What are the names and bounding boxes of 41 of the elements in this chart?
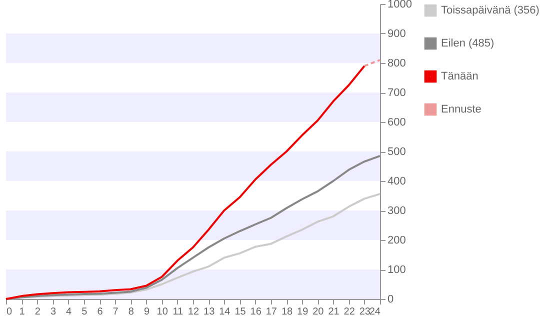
y-tick-label: 1000 bbox=[388, 0, 412, 10]
x-tick-label: 16 bbox=[250, 306, 262, 318]
legend-label: Toissapäivänä (356) bbox=[441, 4, 540, 16]
y-tick-label: 400 bbox=[388, 176, 406, 188]
y-tick-label: 300 bbox=[388, 205, 406, 217]
x-tick-label: 15 bbox=[234, 306, 246, 318]
x-tick-label: 6 bbox=[97, 306, 104, 318]
x-tick-label: 8 bbox=[128, 306, 134, 318]
x-tick-label: 13 bbox=[204, 306, 216, 318]
y-tick-label: 800 bbox=[388, 58, 406, 70]
y-tick-label: 900 bbox=[388, 28, 406, 40]
x-tick-label: 22 bbox=[344, 306, 356, 318]
y-tick-label: 0 bbox=[388, 294, 394, 306]
x-tick-label: 20 bbox=[312, 306, 324, 318]
x-tick-label: 24 bbox=[369, 306, 381, 318]
legend-label: Tänään bbox=[441, 70, 478, 82]
x-tick-label: 11 bbox=[172, 306, 184, 318]
legend-label: Ennuste bbox=[441, 104, 482, 116]
y-tick-label: 500 bbox=[388, 146, 406, 158]
legend-label: Eilen (485) bbox=[441, 38, 494, 50]
y-tick-label: 700 bbox=[388, 87, 406, 99]
x-tick-label: 1 bbox=[19, 306, 26, 318]
x-tick-label: 0 bbox=[6, 306, 12, 318]
x-tick-label: 23 bbox=[359, 306, 371, 318]
x-tick-label: 5 bbox=[82, 306, 88, 318]
x-tick-label: 14 bbox=[219, 306, 231, 318]
x-tick-label: 21 bbox=[328, 306, 340, 318]
x-tick-label: 17 bbox=[266, 306, 278, 318]
y-tick-label: 200 bbox=[388, 234, 406, 246]
x-tick-label: 3 bbox=[50, 306, 56, 318]
x-tick-label: 4 bbox=[66, 306, 72, 318]
y-tick-label: 100 bbox=[388, 264, 406, 276]
x-tick-label: 19 bbox=[297, 306, 309, 318]
x-tick-label: 9 bbox=[144, 306, 150, 318]
y-tick-label: 600 bbox=[388, 116, 406, 128]
x-tick-label: 2 bbox=[34, 306, 41, 318]
x-tick-label: 12 bbox=[188, 306, 200, 318]
x-tick-label: 18 bbox=[281, 306, 293, 318]
x-tick-label: 10 bbox=[156, 306, 168, 318]
x-tick-label: 7 bbox=[112, 306, 119, 318]
line-series bbox=[5, 64, 366, 300]
